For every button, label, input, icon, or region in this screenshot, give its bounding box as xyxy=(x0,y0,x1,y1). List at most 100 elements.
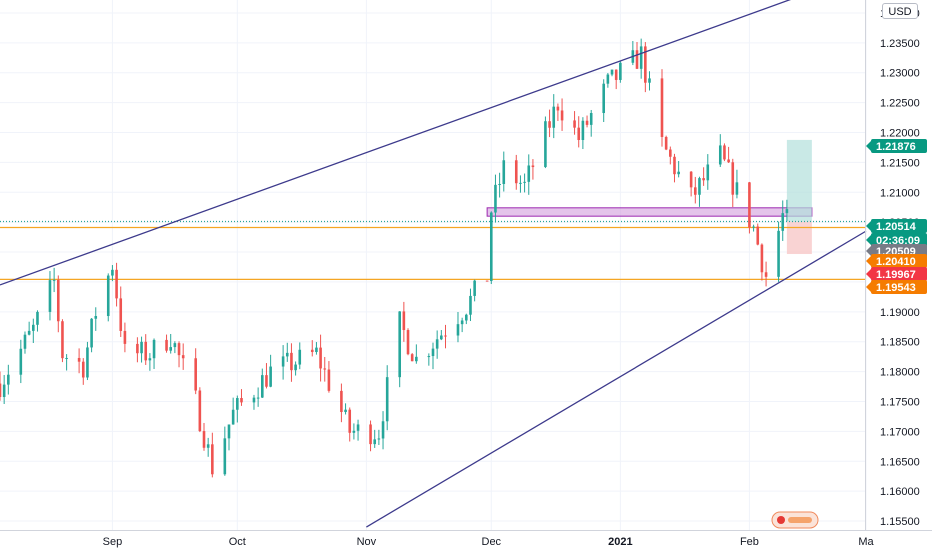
candle-body xyxy=(677,171,680,175)
candle-body xyxy=(377,438,381,440)
drawing-zones[interactable] xyxy=(486,139,813,255)
candle-body xyxy=(523,181,526,183)
price-tag-label: 1.19967 xyxy=(876,269,916,281)
tradingview-logo-icon[interactable] xyxy=(771,511,819,529)
price-tick-label: 1.22500 xyxy=(880,98,920,110)
time-tick-label: 2021 xyxy=(608,536,632,548)
candle-body xyxy=(269,366,272,387)
candle-body xyxy=(723,145,726,160)
candle-body xyxy=(610,69,614,75)
horizontal-levels[interactable] xyxy=(0,220,865,280)
candle-body xyxy=(111,269,114,276)
candle-body xyxy=(136,343,139,354)
candle-body xyxy=(748,182,751,228)
candle-body xyxy=(152,339,156,359)
candle-body xyxy=(90,318,93,348)
candle-body xyxy=(415,356,418,362)
price-tags: 1.218761.2051402:36:091.205091.204101.19… xyxy=(866,139,927,294)
candle-body xyxy=(435,339,439,349)
candle-body xyxy=(369,424,372,445)
candle-body xyxy=(552,106,556,128)
time-axis[interactable]: Sep Oct Nov Dec 2021 Feb Ma xyxy=(103,536,875,548)
time-tick-label: Dec xyxy=(482,536,502,548)
price-tag-badge xyxy=(871,139,927,153)
candle-body xyxy=(706,164,710,181)
price-tag-pointer xyxy=(866,269,871,279)
price-tick-label: 1.16000 xyxy=(880,486,920,498)
candle-body xyxy=(252,397,256,403)
price-tag-pointer xyxy=(866,256,871,266)
candle-body xyxy=(548,121,551,128)
price-tag-pointer xyxy=(866,141,871,151)
candle-body xyxy=(327,369,331,391)
candle-body xyxy=(281,356,285,367)
candle-body xyxy=(485,280,489,282)
candle-body xyxy=(760,244,764,273)
candle-body xyxy=(639,46,643,69)
price-tick-label: 1.17000 xyxy=(880,426,920,438)
candle-body xyxy=(165,339,168,351)
candle-body xyxy=(32,324,35,331)
candle-body xyxy=(702,178,705,181)
candle-body xyxy=(527,165,531,182)
candle-body xyxy=(211,444,214,475)
candle-body xyxy=(735,182,739,195)
candle-body xyxy=(727,159,730,163)
candle-body xyxy=(660,78,664,137)
candle-body xyxy=(256,397,260,399)
price-tick-label: 1.15500 xyxy=(880,516,920,528)
candle-body xyxy=(489,212,493,281)
candle-body xyxy=(265,375,268,387)
candle-body xyxy=(140,341,143,354)
candle-body xyxy=(494,184,497,213)
candle-body xyxy=(144,341,148,361)
price-tick-label: 1.22000 xyxy=(880,127,920,139)
candle-body xyxy=(460,320,464,325)
candle-body xyxy=(473,280,476,296)
candle-body xyxy=(310,349,314,353)
candle-body xyxy=(635,50,639,69)
price-tick-label: 1.18000 xyxy=(880,367,920,379)
candle-body xyxy=(410,354,414,362)
candle-body xyxy=(148,358,152,361)
price-tag-label: 1.20410 xyxy=(876,256,916,268)
candle-body xyxy=(2,384,6,397)
candle-body xyxy=(619,62,622,80)
candle-body xyxy=(673,156,676,175)
candle-body xyxy=(206,444,210,448)
candle-body xyxy=(781,213,785,231)
channel-lower-line xyxy=(366,230,867,528)
resistance-zone xyxy=(486,207,813,217)
time-tick-label: Ma xyxy=(858,536,874,548)
candle-body xyxy=(48,280,52,312)
candle-body xyxy=(36,311,39,325)
candle-body xyxy=(431,348,435,357)
candle-body xyxy=(240,398,243,403)
candle-body xyxy=(27,330,31,335)
price-tag-pointer xyxy=(866,221,871,231)
price-tag-badge xyxy=(871,233,927,247)
candle-body xyxy=(402,311,406,331)
candle-body xyxy=(65,357,68,359)
candle-body xyxy=(123,330,127,344)
channel-trendlines[interactable] xyxy=(0,0,867,528)
candle-body xyxy=(381,421,385,439)
chart-grid xyxy=(0,0,867,530)
price-tick-label: 1.21000 xyxy=(880,187,920,199)
candle-body xyxy=(469,295,472,315)
candle-body xyxy=(19,348,23,375)
candle-body xyxy=(556,106,560,111)
candle-body xyxy=(406,330,410,355)
candle-body xyxy=(56,279,60,322)
candle-body xyxy=(785,209,789,214)
candle-body xyxy=(373,439,377,445)
candle-body xyxy=(427,356,431,358)
candle-body xyxy=(344,409,347,413)
candle-body xyxy=(177,343,181,356)
candle-body xyxy=(531,165,535,168)
price-tag-badge xyxy=(871,280,927,294)
price-tick-label: 1.18500 xyxy=(880,337,920,349)
currency-label[interactable]: USD xyxy=(882,3,918,19)
price-tag-badge xyxy=(871,267,927,281)
